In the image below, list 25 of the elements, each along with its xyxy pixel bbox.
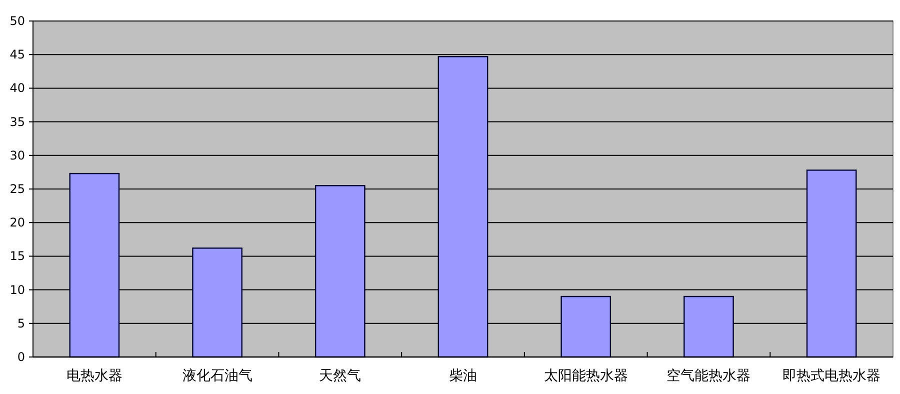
x-tick-label: 天然气: [319, 368, 362, 384]
y-tick-label: 30: [10, 148, 25, 162]
bar: [438, 56, 488, 358]
y-tick-label: 5: [17, 316, 25, 330]
x-tick-label: 液化石油气: [182, 368, 252, 384]
y-tick-label: 45: [10, 48, 25, 62]
y-tick-label: 10: [10, 282, 25, 297]
x-tick-label: 即热式电热水器: [782, 368, 881, 384]
x-tick-label: 电热水器: [66, 368, 122, 384]
y-tick-label: 40: [10, 81, 25, 96]
x-tick-label: 柴油: [449, 368, 477, 384]
x-tick-label: 空气能热水器: [666, 368, 751, 384]
y-tick-label: 25: [10, 182, 25, 196]
bar: [560, 296, 612, 358]
y-tick-label: 20: [10, 216, 25, 230]
y-tick-label: 35: [10, 114, 25, 129]
bar: [69, 172, 120, 358]
x-tick-label: 太阳能热水器: [544, 368, 628, 384]
y-tick-label: 15: [10, 249, 25, 264]
y-tick-label: 0: [17, 350, 25, 364]
y-tick-label: 50: [10, 14, 25, 28]
bar: [684, 296, 734, 358]
bar: [806, 170, 857, 358]
bar: [192, 248, 242, 358]
bar: [314, 185, 366, 358]
